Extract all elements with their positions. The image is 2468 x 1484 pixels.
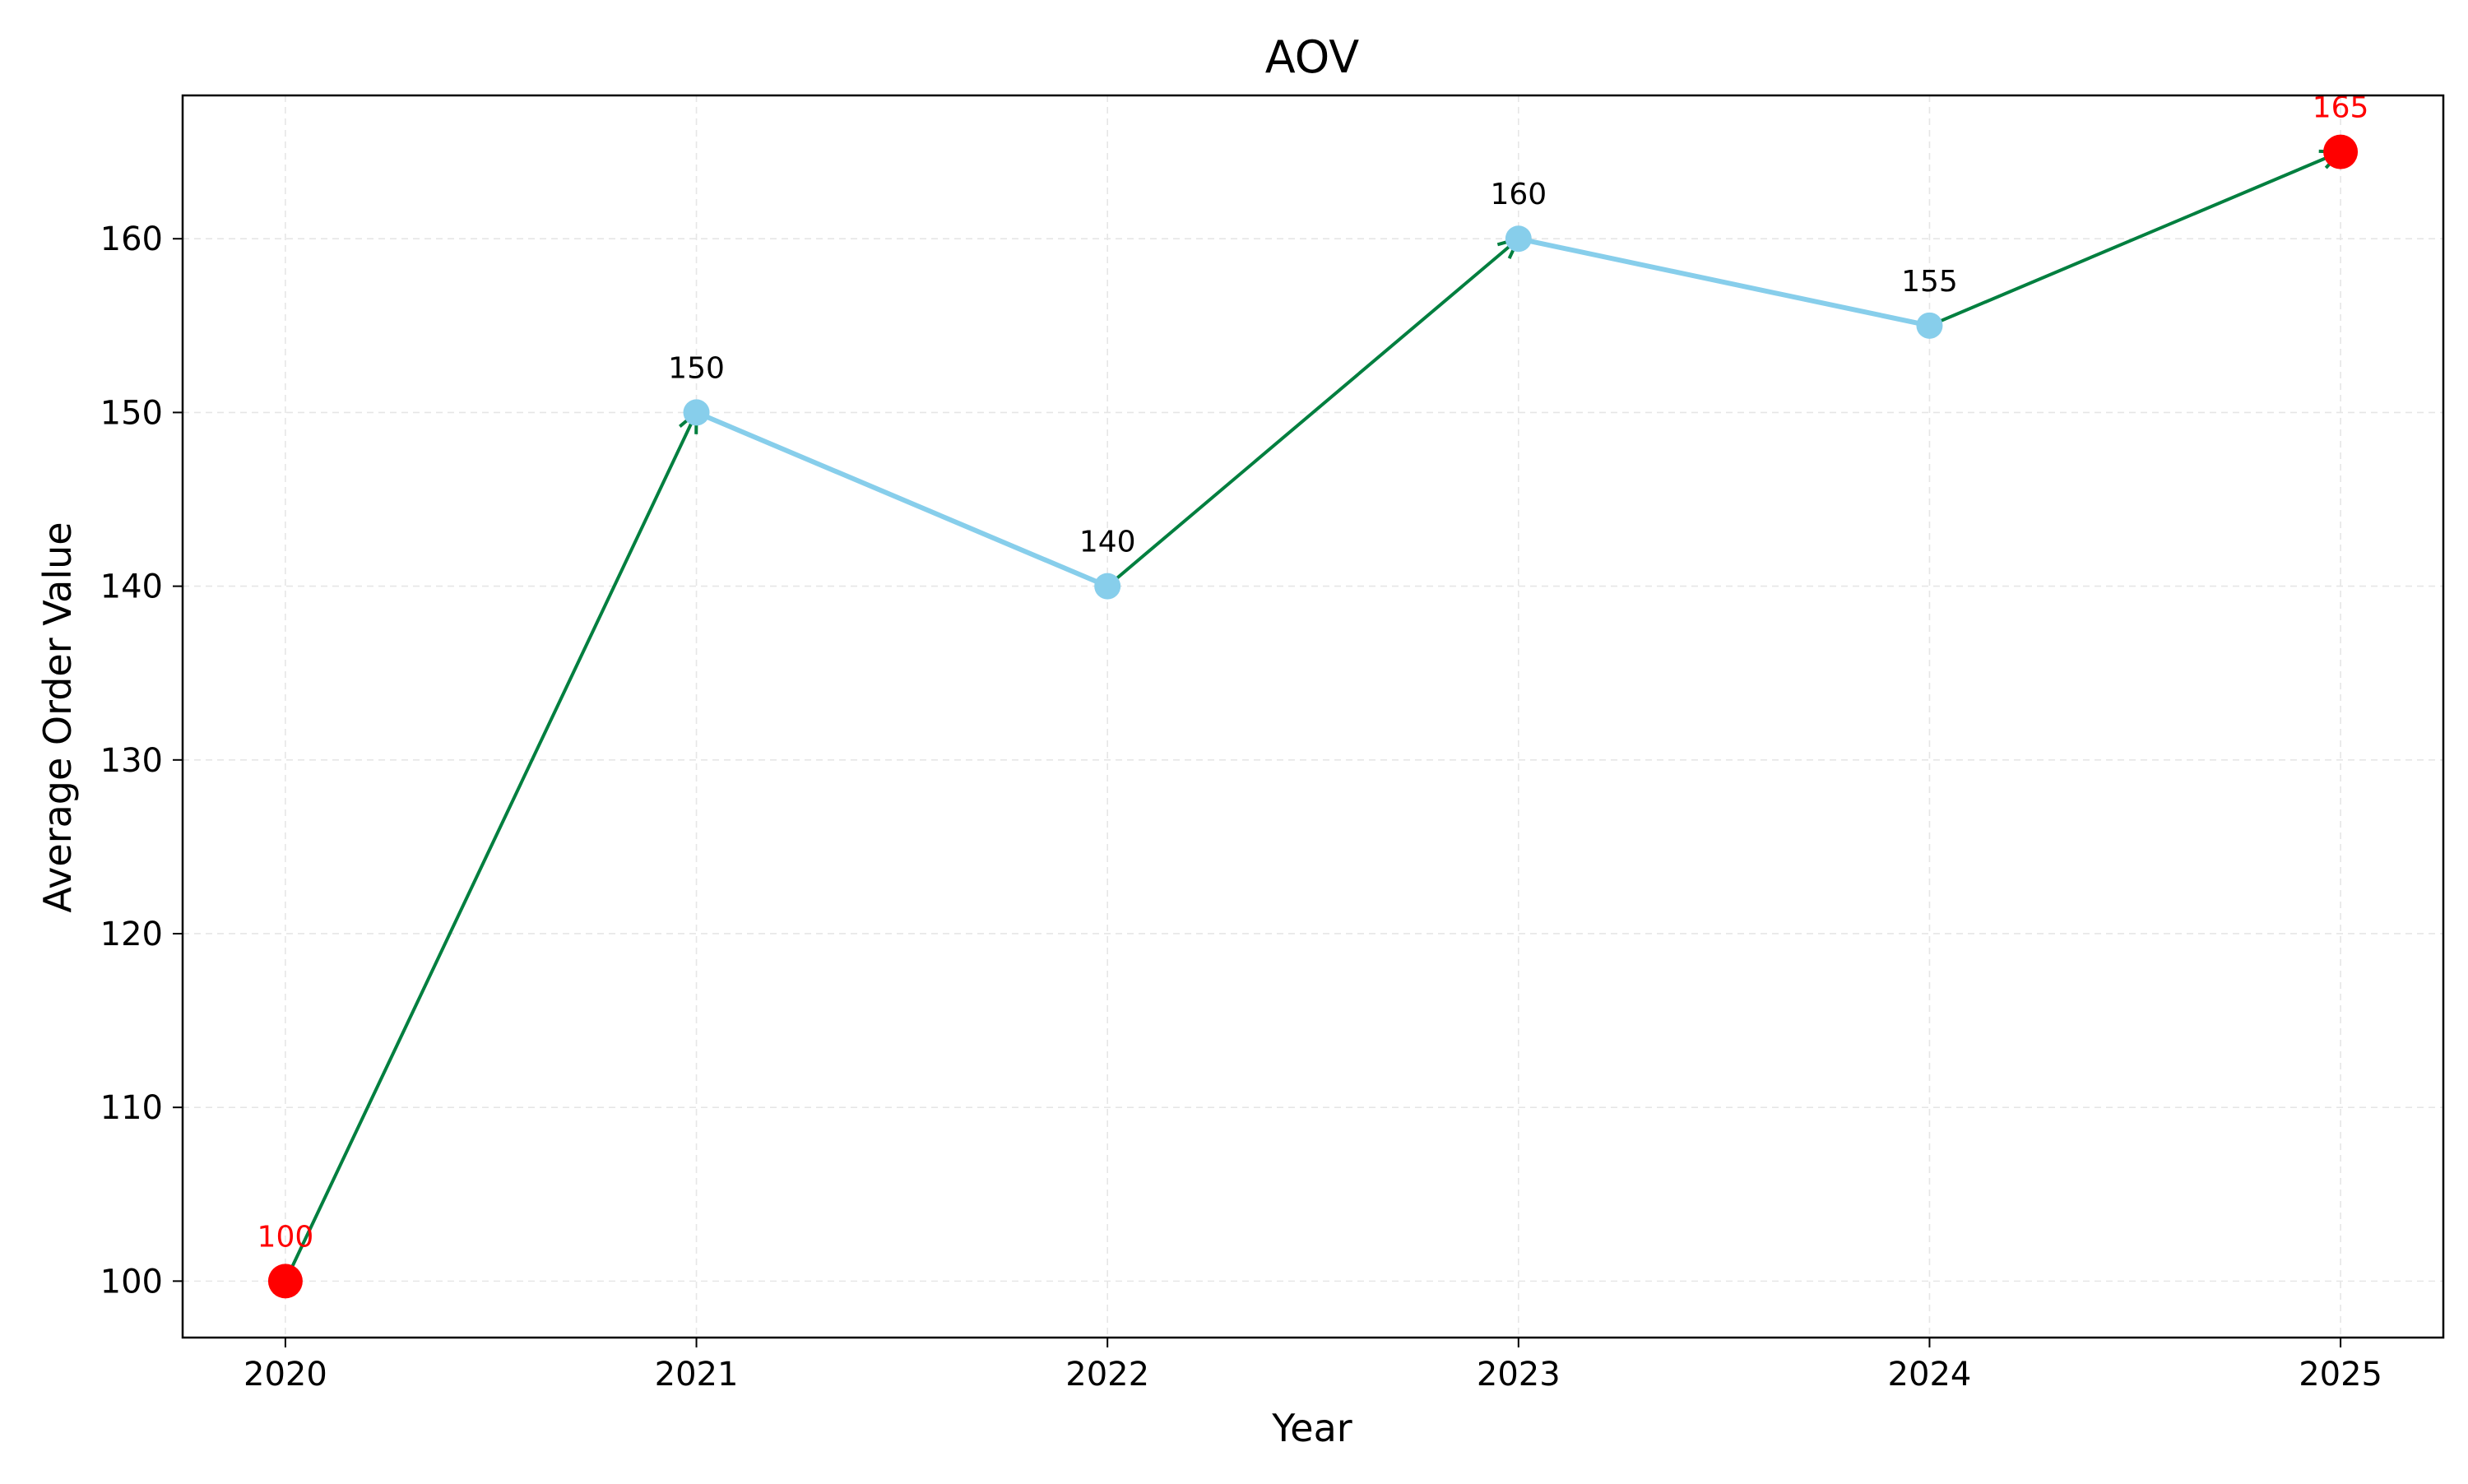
increase-arrow-shaft [284,411,698,1282]
y-tick-label: 100 [100,1263,163,1301]
y-tick-label: 110 [100,1089,163,1127]
y-tick-label: 160 [100,220,163,258]
data-label: 160 [1490,178,1547,211]
data-label: 155 [1901,265,1958,299]
y-tick-label: 130 [100,742,163,780]
series-line-segment [1515,236,1932,328]
data-points [267,134,2359,1299]
data-label: 100 [257,1220,314,1254]
data-point [1505,225,1532,253]
grid [183,95,2443,1338]
chart-title: AOV [1265,31,1360,83]
data-point [1916,312,1943,339]
x-tick-label: 2021 [655,1356,739,1394]
axis-ticks: 2020 2021 2022 2023 2024 2025 100 110 120 130 140 1… [100,220,2382,1394]
highlighted-data-point [2323,134,2359,169]
plot-area-frame [181,94,2445,1339]
data-point [1094,573,1121,600]
x-tick-label: 2022 [1065,1356,1149,1394]
data-label: 150 [668,351,725,385]
highlighted-data-point [267,1264,303,1299]
increase-arrow-shaft [1106,237,1520,588]
x-tick-label: 2024 [1888,1356,1972,1394]
x-tick-label: 2020 [244,1356,327,1394]
data-label: 140 [1079,526,1136,559]
data-label: 165 [2313,91,2369,125]
series-line-layer [694,236,1932,589]
series-line-segment [694,410,1111,589]
x-tick-label: 2023 [1477,1356,1561,1394]
data-labels: 100 150 140 160 155 165 [257,91,2369,1254]
x-tick-label: 2025 [2299,1356,2382,1394]
y-tick-label: 140 [100,568,163,606]
y-tick-label: 120 [100,916,163,953]
data-point [683,399,710,426]
x-axis-label: Year [1271,1406,1352,1450]
increase-arrow-shaft [1928,150,2341,327]
y-axis-label: Average Order Value [35,522,80,912]
y-tick-label: 150 [100,394,163,432]
